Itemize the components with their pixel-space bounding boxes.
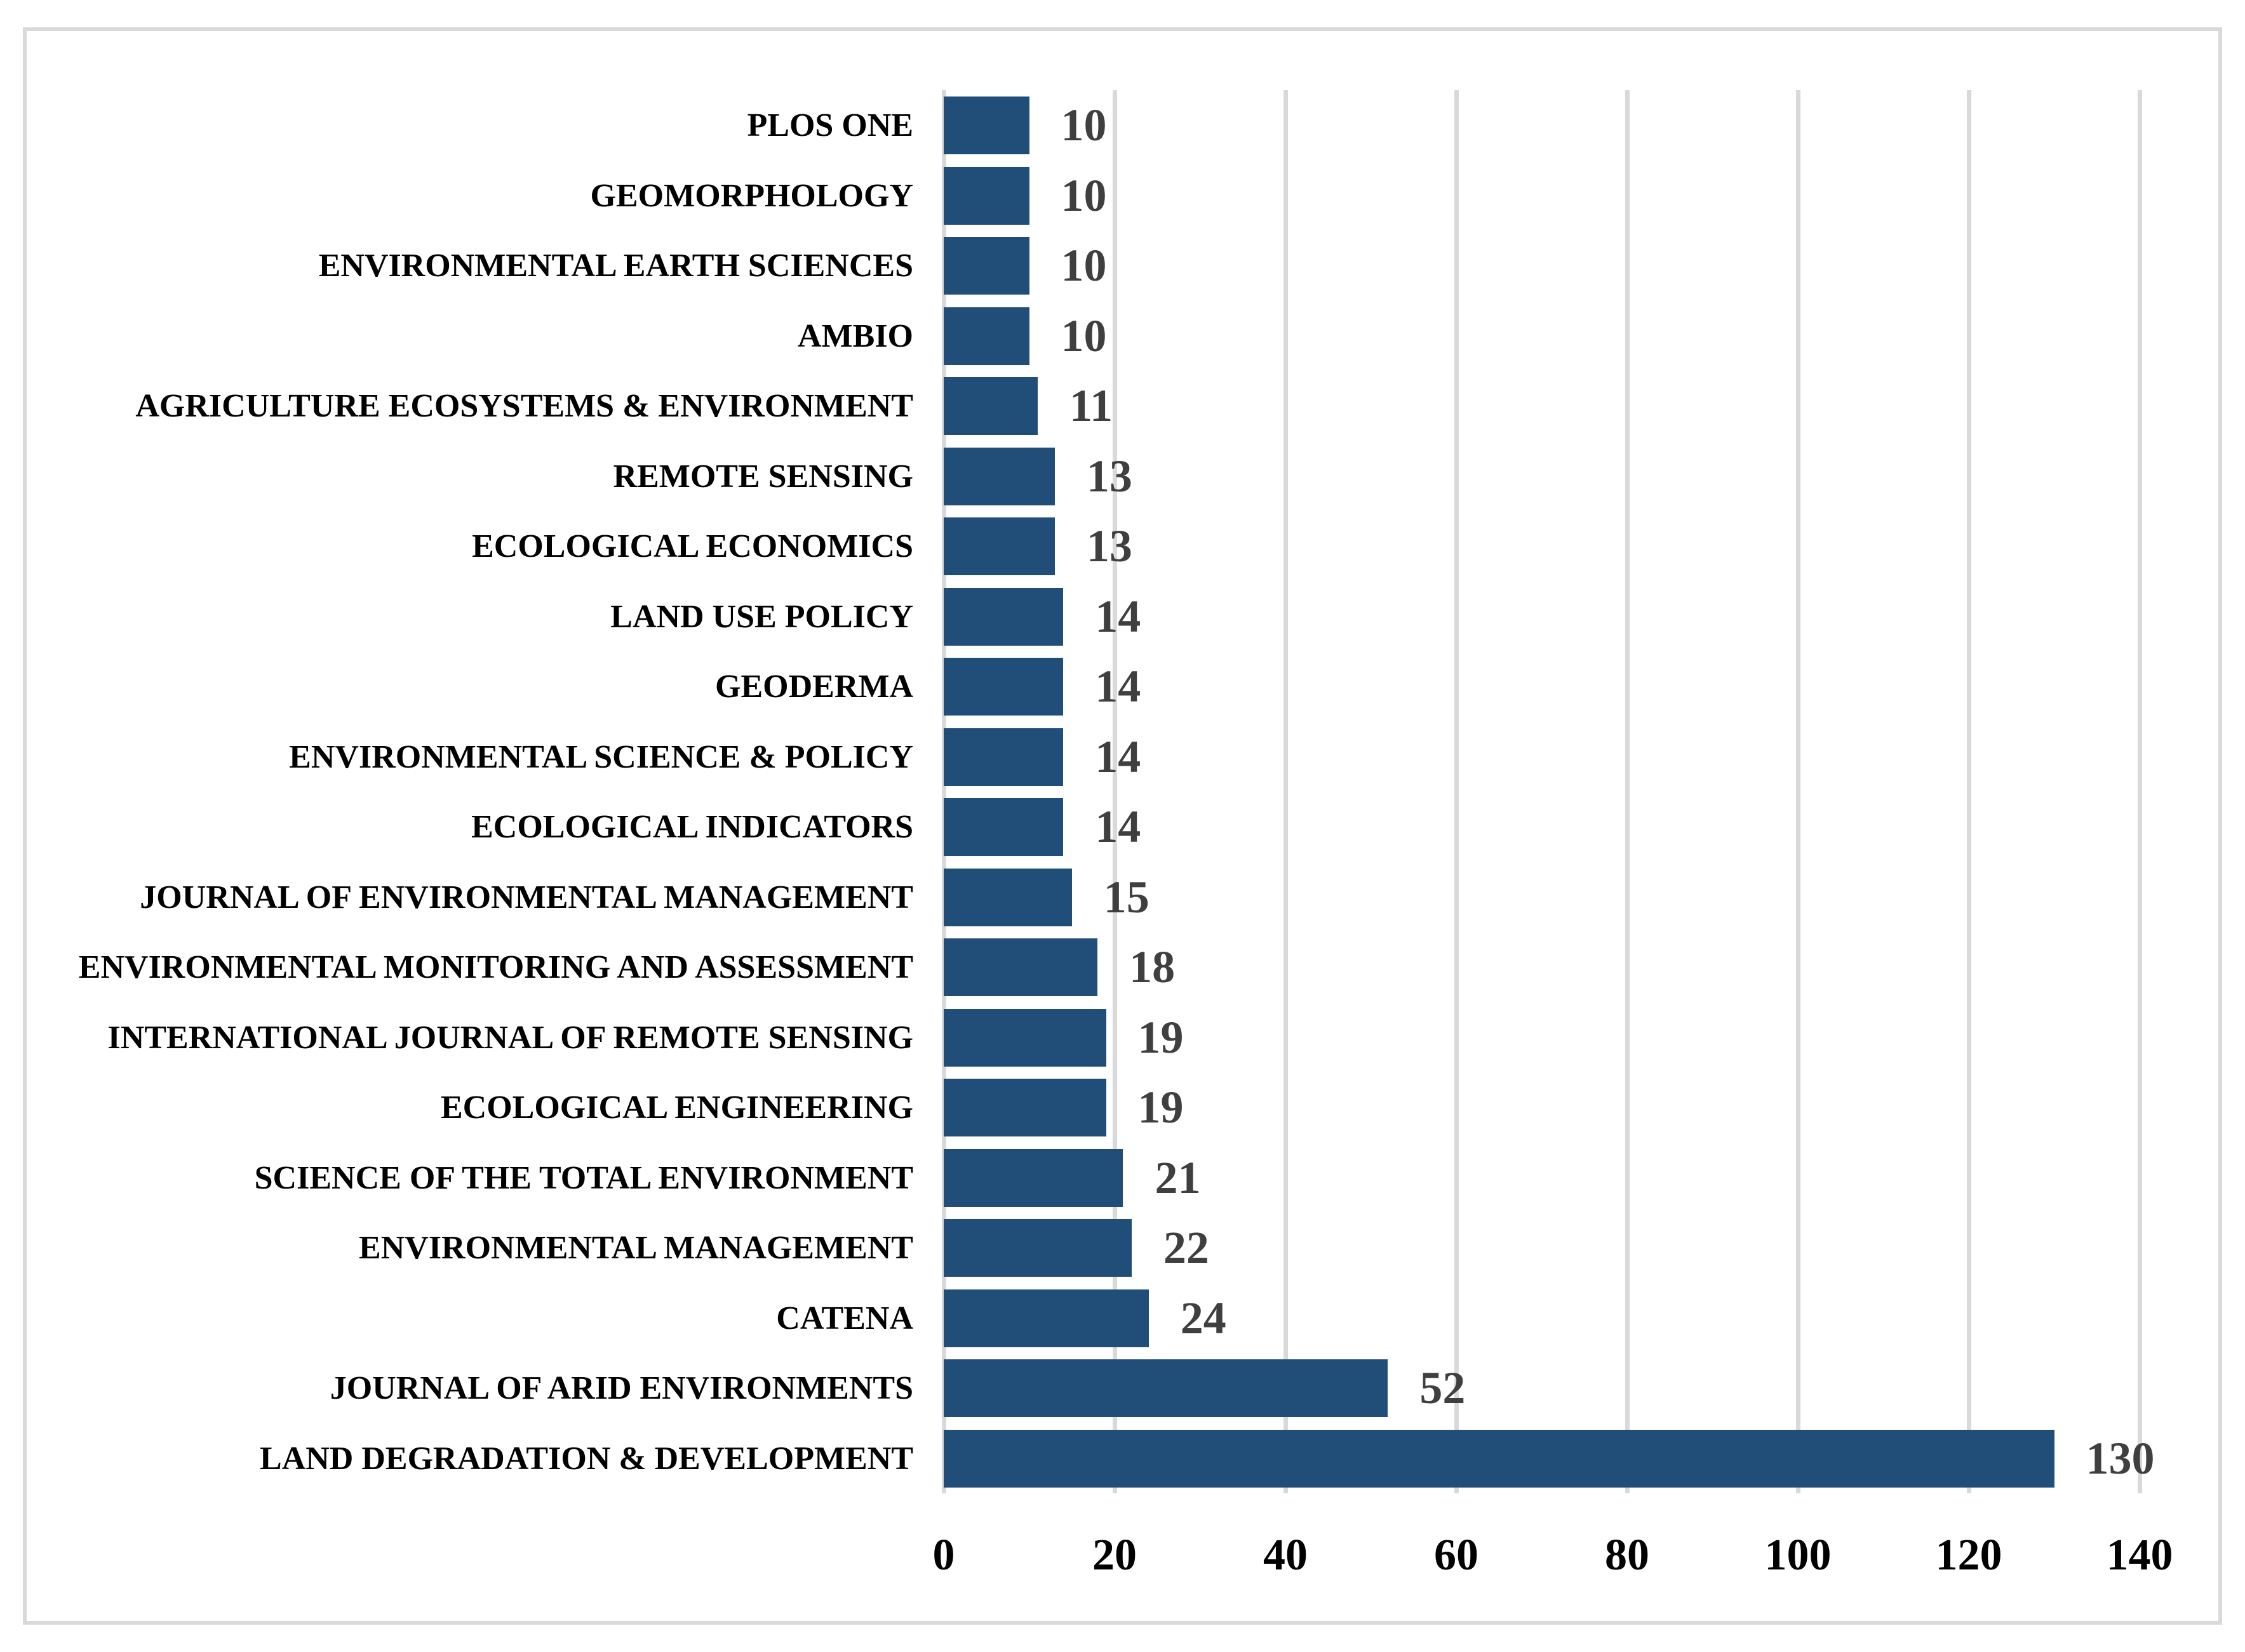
value-label: 10 [1061,170,1107,221]
value-label: 24 [1180,1292,1226,1343]
bar [944,658,1064,716]
gridline [1113,90,1117,1493]
category-label: LAND USE POLICY [610,598,913,635]
category-label: PLOS ONE [747,107,914,143]
value-label: 21 [1155,1152,1201,1203]
gridline [1625,90,1630,1493]
category-label: GEOMORPHOLOGY [590,177,913,214]
value-label: 14 [1095,661,1141,712]
x-axis-tick-label: 100 [1764,1531,1832,1580]
bar [944,1429,2054,1488]
x-axis-tick-label: 120 [1935,1531,2002,1580]
x-axis-tick-label: 140 [2106,1531,2173,1580]
value-label: 14 [1095,590,1141,642]
category-label: AMBIO [798,317,913,354]
x-axis-tick-label: 20 [1092,1531,1137,1580]
value-label: 18 [1129,942,1176,992]
gridline [1796,90,1800,1493]
category-label: INTERNATIONAL JOURNAL OF REMOTE SENSING [107,1019,913,1056]
value-label: 10 [1061,240,1107,291]
category-label: ECOLOGICAL ENGINEERING [440,1089,913,1126]
bar [944,307,1029,365]
x-axis-tick-label: 40 [1263,1531,1308,1580]
bar [944,1079,1106,1136]
bar [944,97,1029,154]
bar [944,447,1055,505]
gridline [1283,90,1288,1493]
category-label: ECOLOGICAL ECONOMICS [472,528,913,564]
value-label: 11 [1069,380,1113,431]
bar [944,377,1038,435]
category-label: ENVIRONMENTAL MONITORING AND ASSESSMENT [78,949,913,985]
category-label: JOURNAL OF ENVIRONMENTAL MANAGEMENT [140,879,913,916]
value-label: 19 [1137,1011,1184,1063]
bar [944,517,1055,575]
bar [944,728,1064,786]
bar [944,938,1098,996]
value-label: 10 [1061,310,1107,361]
value-label: 13 [1086,521,1132,571]
value-label: 15 [1103,871,1149,923]
category-label: AGRICULTURE ECOSYSTEMS & ENVIRONMENT [135,388,913,424]
value-label: 130 [2086,1432,2155,1484]
value-label: 19 [1137,1082,1184,1133]
category-label: ENVIRONMENTAL EARTH SCIENCES [318,248,913,284]
category-label: ENVIRONMENTAL SCIENCE & POLICY [289,738,913,775]
bar [944,166,1029,225]
category-label: GEODERMA [715,669,913,705]
category-label: LAND DEGRADATION & DEVELOPMENT [260,1440,913,1477]
value-label: 14 [1095,731,1141,782]
gridline [1454,90,1459,1493]
x-axis-tick-label: 80 [1605,1531,1649,1580]
bar [944,1359,1388,1417]
gridline [942,90,946,1493]
chart-frame [23,27,2222,1625]
value-label: 52 [1419,1362,1466,1413]
value-label: 10 [1061,100,1107,150]
category-label: ECOLOGICAL INDICATORS [471,809,913,845]
bar [944,868,1072,926]
x-axis-tick-label: 60 [1434,1531,1478,1580]
bar [944,237,1029,295]
bar [944,1008,1106,1067]
category-label: REMOTE SENSING [613,458,913,495]
value-label: 14 [1095,801,1141,852]
category-label: ENVIRONMENTAL MANAGEMENT [359,1230,913,1266]
gridline [2138,90,2142,1493]
value-label: 13 [1086,450,1132,502]
category-label: SCIENCE OF THE TOTAL ENVIRONMENT [254,1159,913,1196]
gridline [1967,90,1971,1493]
value-label: 22 [1163,1222,1209,1273]
bar [944,1219,1132,1277]
category-label: JOURNAL OF ARID ENVIRONMENTS [330,1370,913,1406]
bar [944,1289,1149,1347]
category-label: CATENA [776,1300,913,1336]
x-axis-tick-label: 0 [932,1531,955,1580]
bar [944,798,1064,856]
bar [944,587,1064,646]
bar [944,1149,1123,1207]
